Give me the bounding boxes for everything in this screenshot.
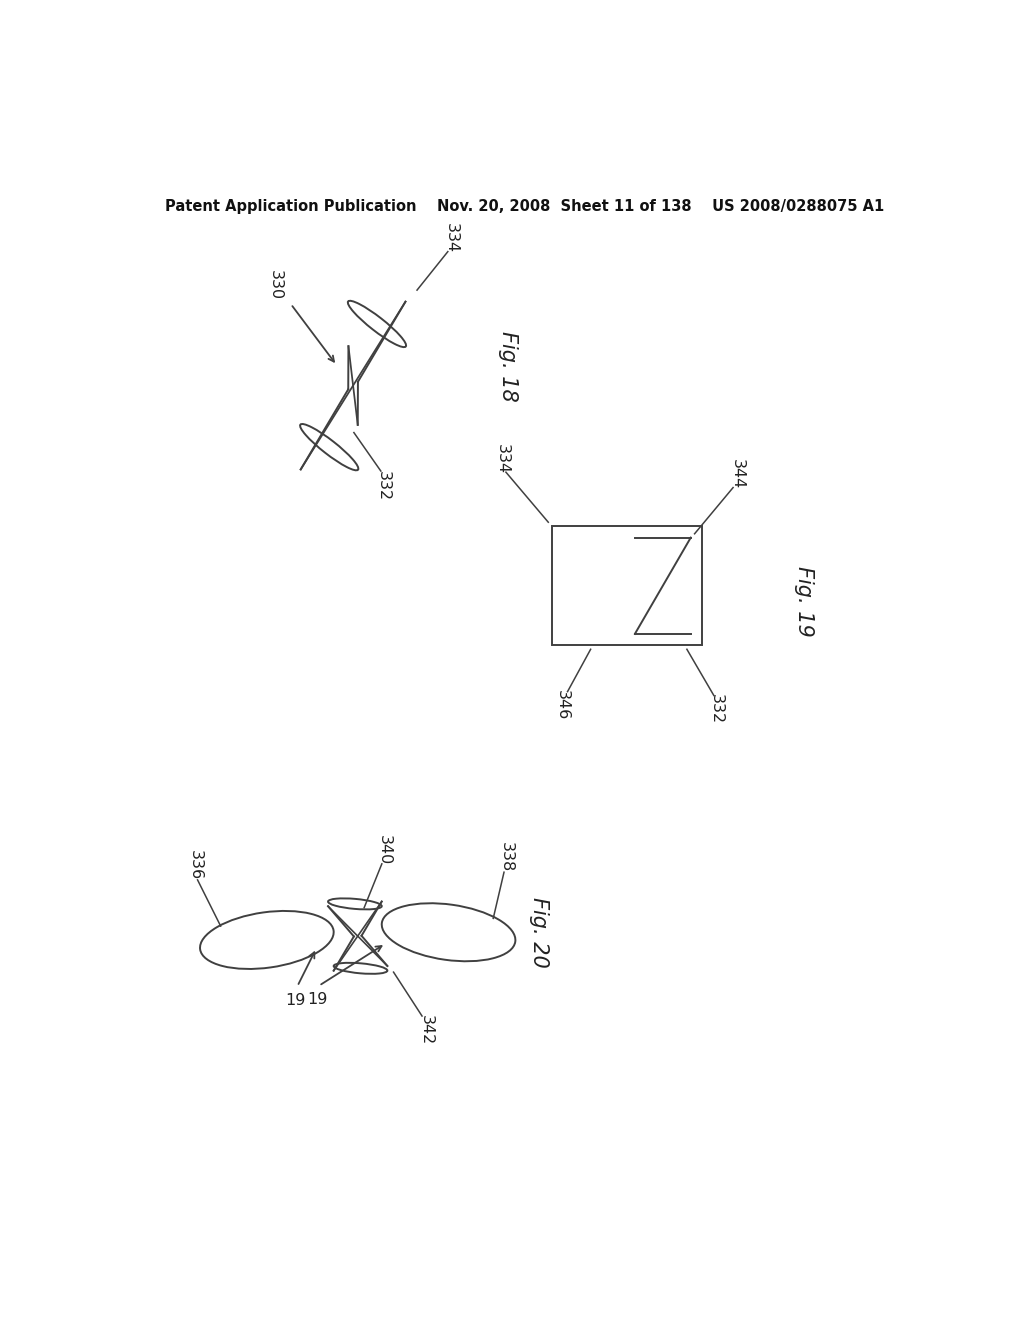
Text: 330: 330 xyxy=(268,269,283,300)
Text: 342: 342 xyxy=(419,1015,433,1045)
Text: Fig. 20: Fig. 20 xyxy=(528,896,549,968)
Text: 338: 338 xyxy=(499,842,514,873)
Text: Fig. 18: Fig. 18 xyxy=(498,331,518,401)
Text: 334: 334 xyxy=(495,444,510,474)
Text: 332: 332 xyxy=(709,694,724,725)
Text: 334: 334 xyxy=(444,223,459,253)
Bar xyxy=(552,527,702,645)
Text: 336: 336 xyxy=(187,850,203,880)
Text: Patent Application Publication    Nov. 20, 2008  Sheet 11 of 138    US 2008/0288: Patent Application Publication Nov. 20, … xyxy=(165,198,885,214)
Text: 332: 332 xyxy=(376,471,390,502)
Text: 19: 19 xyxy=(286,993,306,1008)
Text: 19: 19 xyxy=(307,993,328,1007)
Text: Fig. 19: Fig. 19 xyxy=(795,566,814,636)
Text: 344: 344 xyxy=(729,458,744,488)
Text: 346: 346 xyxy=(555,690,569,721)
Text: 340: 340 xyxy=(377,834,391,865)
